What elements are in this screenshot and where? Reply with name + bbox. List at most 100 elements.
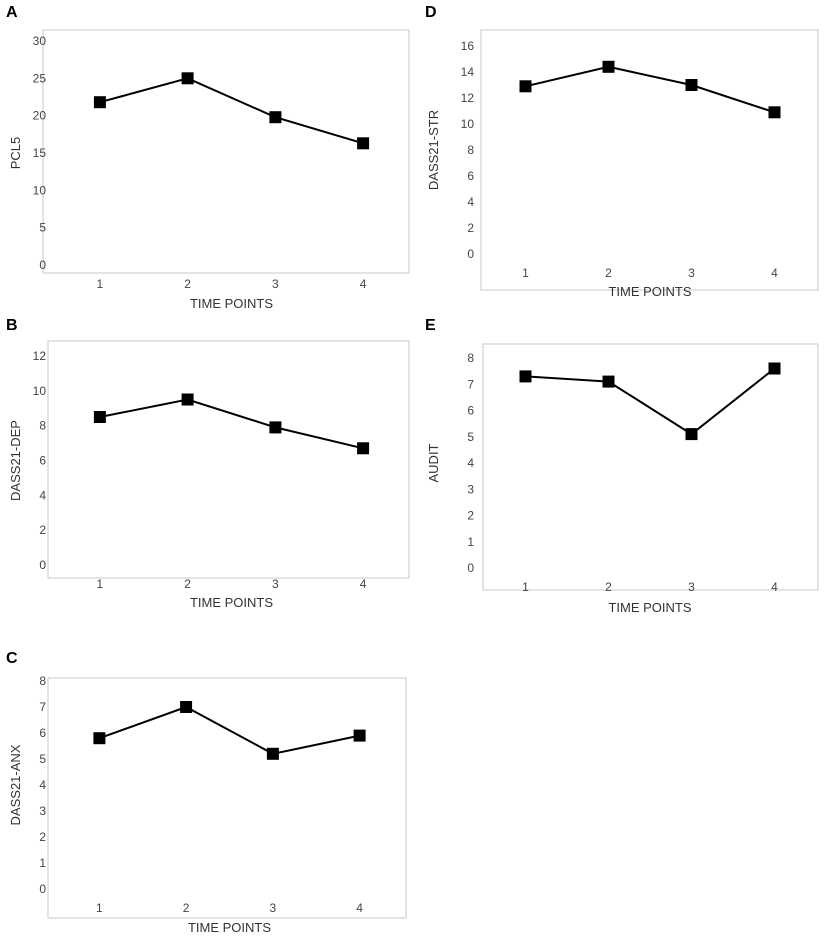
chart-e-xtick-label: 3: [688, 580, 695, 594]
chart-c-xtick-label: 1: [96, 901, 103, 915]
chart-d-ytick-label: 0: [467, 247, 474, 261]
chart-b-ytick-label: 0: [39, 558, 46, 572]
chart-d-ytick-label: 16: [461, 39, 475, 53]
chart-d-series-line: [525, 65, 775, 114]
chart-d-x-axis-title: TIME POINTS: [608, 284, 691, 299]
chart-b-ytick-label: 2: [39, 523, 46, 537]
chart-d-ytick-label: 8: [467, 143, 474, 157]
chart-e-ytick-label: 1: [467, 535, 474, 549]
chart-a-data-point: [357, 137, 370, 150]
chart-d-ytick-label: 2: [467, 221, 474, 235]
chart-e-xtick-label: 2: [605, 580, 612, 594]
chart-a-ytick-label: 10: [33, 183, 47, 197]
chart-a-y-axis-title: PCL5: [8, 137, 23, 170]
chart-d-ytick-label: 14: [461, 65, 475, 79]
chart-e-data-point: [602, 375, 615, 388]
chart-a-ytick-label: 25: [33, 71, 47, 85]
chart-d-xtick-label: 1: [522, 266, 529, 280]
chart-c-ytick-label: 6: [39, 726, 46, 740]
chart-a-data-point: [93, 96, 106, 109]
chart-a-ytick-label: 0: [39, 258, 46, 272]
chart-b-series-line: [99, 398, 364, 450]
chart-d-xtick-label: 4: [771, 266, 778, 280]
chart-a-xtick-label: 4: [360, 277, 367, 291]
chart-a-ytick-label: 15: [33, 146, 47, 160]
chart-b-data-point: [269, 421, 282, 434]
chart-b-y-axis-title: DASS21-DEP: [8, 420, 23, 501]
chart-b-ytick-label: 8: [39, 419, 46, 433]
chart-d-xtick-label: 2: [605, 266, 612, 280]
chart-c-x-axis-title: TIME POINTS: [188, 920, 271, 935]
chart-d-data-point: [768, 106, 781, 119]
chart-d-ytick-label: 4: [467, 195, 474, 209]
chart-a-series-line: [99, 77, 364, 145]
chart-d-panel-label: D: [425, 4, 437, 21]
chart-e-ytick-label: 5: [467, 430, 474, 444]
chart-e-ytick-label: 0: [467, 561, 474, 575]
chart-e-data-point: [768, 362, 781, 375]
chart-b-panel-label: B: [6, 317, 18, 334]
chart-c-panel-label: C: [6, 650, 18, 667]
chart-a-data-point: [269, 111, 282, 124]
chart-b-x-axis-title: TIME POINTS: [190, 595, 273, 610]
chart-e-xtick-label: 1: [522, 580, 529, 594]
chart-a-xtick-label: 3: [272, 277, 279, 291]
chart-d-ytick-label: 6: [467, 169, 474, 183]
chart-a-ytick-label: 5: [39, 221, 46, 235]
chart-d-data-point: [602, 60, 615, 73]
chart-e-ytick-label: 3: [467, 482, 474, 496]
chart-a-ytick-label: 20: [33, 109, 47, 123]
chart-b-xtick-label: 2: [184, 577, 191, 591]
chart-a-plot-area: [42, 29, 410, 274]
chart-c-data-point: [266, 747, 279, 760]
chart-b-ytick-label: 10: [33, 384, 47, 398]
chart-e-ytick-label: 7: [467, 377, 474, 391]
chart-b-xtick-label: 1: [97, 577, 104, 591]
chart-a-xtick-label: 2: [184, 277, 191, 291]
chart-e-data-point: [685, 428, 698, 441]
chart-c-ytick-label: 0: [39, 882, 46, 896]
chart-e-plot-area: [482, 343, 819, 591]
chart-b-data-point: [93, 411, 106, 423]
chart-c-xtick-label: 4: [356, 901, 363, 915]
chart-b-ytick-label: 6: [39, 454, 46, 468]
chart-e-series-line: [525, 367, 776, 436]
chart-b-xtick-label: 3: [272, 577, 279, 591]
chart-d-xtick-label: 3: [688, 266, 695, 280]
chart-a-xtick-label: 1: [97, 277, 104, 291]
chart-d-plot-area: [480, 29, 819, 291]
chart-c-ytick-label: 4: [39, 778, 46, 792]
chart-a: A 0 5 10 15 20 25 30 1 2 3 4 TIME POINTS PCL5: [6, 4, 410, 311]
chart-c-ytick-label: 2: [39, 830, 46, 844]
chart-c-ytick-label: 3: [39, 804, 46, 818]
chart-c-xtick-label: 2: [183, 901, 190, 915]
chart-c-ytick-label: 8: [39, 674, 46, 688]
chart-c-series-line: [99, 705, 360, 755]
chart-d-data-point: [519, 80, 532, 93]
chart-c-y-axis-title: DASS21-ANX: [8, 744, 23, 825]
chart-b-ytick-label: 4: [39, 488, 46, 502]
chart-a-ytick-label: 30: [33, 34, 47, 48]
chart-c-plot-area: [47, 677, 407, 919]
chart-d-data-point: [685, 79, 698, 91]
chart-e-panel-label: E: [425, 317, 436, 334]
chart-a-x-axis-title: TIME POINTS: [190, 296, 273, 311]
chart-e-x-axis-title: TIME POINTS: [608, 600, 691, 615]
chart-c-ytick-label: 7: [39, 700, 46, 714]
chart-a-data-point: [181, 72, 194, 85]
chart-b-data-point: [357, 442, 370, 455]
chart-e-ytick-label: 2: [467, 509, 474, 523]
chart-c: C 0 1 2 3 4 5 6 7 8 1 2 3 4 TIME POINTS DASS21-ANX: [6, 650, 407, 935]
chart-d-ytick-label: 12: [461, 91, 475, 105]
chart-c-data-point: [93, 732, 106, 745]
chart-b-plot-area: [47, 340, 410, 579]
chart-c-ytick-label: 1: [39, 856, 46, 870]
chart-e-ytick-label: 4: [467, 456, 474, 470]
chart-e: E 0 1 2 3 4 5 6 7 8 1 2 3 4 TIME POINTS AUDIT: [425, 317, 819, 615]
chart-b-xtick-label: 4: [360, 577, 367, 591]
chart-c-data-point: [180, 701, 193, 713]
chart-a-panel-label: A: [6, 4, 18, 21]
